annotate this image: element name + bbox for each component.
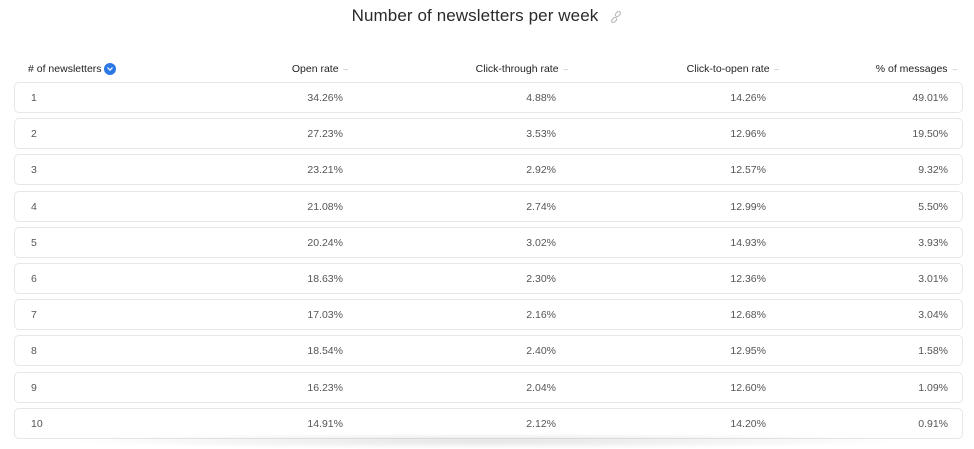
table-row[interactable]: 4 21.08% 2.74% 12.99% 5.50% <box>14 190 963 222</box>
cell-click-through-rate: 2.74% <box>526 200 556 213</box>
cell-click-to-open-rate: 12.60% <box>730 381 766 394</box>
sort-caret-icon: – <box>563 64 568 74</box>
table-row[interactable]: 5 20.24% 3.02% 14.93% 3.93% <box>14 226 963 258</box>
cell-pct-messages: 3.01% <box>918 273 948 285</box>
header-click-to-open-rate[interactable]: Click-to-open rate – <box>687 63 779 75</box>
cell-newsletters: 4 <box>31 200 37 213</box>
cell-open-rate: 16.23% <box>307 381 343 394</box>
cell-newsletters: 9 <box>31 381 37 394</box>
table-row[interactable]: 1 34.26% 4.88% 14.26% 49.01% <box>14 82 963 113</box>
cell-click-through-rate: 2.04% <box>526 381 556 394</box>
cell-newsletters: 10 <box>31 417 43 430</box>
cell-click-to-open-rate: 12.68% <box>730 309 766 322</box>
cell-click-to-open-rate: 12.96% <box>730 128 766 141</box>
sort-desc-badge-icon[interactable] <box>103 63 116 75</box>
header-label: Click-through rate <box>475 63 559 75</box>
cell-pct-messages: 0.91% <box>918 417 948 430</box>
cell-click-to-open-rate: 14.93% <box>730 236 766 249</box>
sort-caret-icon: – <box>952 64 957 74</box>
cell-newsletters: 1 <box>31 92 37 104</box>
bottom-shadow <box>60 433 914 449</box>
cell-open-rate: 18.63% <box>307 273 343 285</box>
header-newsletters[interactable]: # of newsletters <box>28 63 116 75</box>
cell-newsletters: 8 <box>31 345 37 358</box>
cell-click-to-open-rate: 12.36% <box>730 273 766 285</box>
cell-click-through-rate: 3.02% <box>526 236 556 249</box>
chart-title: Number of newsletters per week <box>351 6 599 25</box>
cell-open-rate: 17.03% <box>307 309 343 322</box>
cell-newsletters: 6 <box>31 273 37 285</box>
cell-click-through-rate: 2.40% <box>526 345 556 358</box>
cell-pct-messages: 19.50% <box>912 128 948 141</box>
table-row[interactable]: 3 23.21% 2.92% 12.57% 9.32% <box>14 154 963 186</box>
sort-caret-icon: – <box>774 64 779 74</box>
table-row[interactable]: 2 27.23% 3.53% 12.96% 19.50% <box>14 118 963 150</box>
cell-open-rate: 21.08% <box>307 200 343 213</box>
cell-click-to-open-rate: 12.99% <box>730 200 766 213</box>
table-row[interactable]: 6 18.63% 2.30% 12.36% 3.01% <box>14 263 963 294</box>
header-label: % of messages <box>875 63 948 75</box>
header-pct-messages[interactable]: % of messages – <box>876 63 957 75</box>
header-click-through-rate[interactable]: Click-through rate – <box>476 63 568 75</box>
cell-pct-messages: 49.01% <box>912 92 948 104</box>
cell-click-to-open-rate: 12.95% <box>730 345 766 358</box>
cell-pct-messages: 3.93% <box>918 236 948 249</box>
cell-click-to-open-rate: 12.57% <box>730 164 766 177</box>
cell-click-through-rate: 2.30% <box>526 273 556 285</box>
cell-click-through-rate: 3.53% <box>526 128 556 141</box>
cell-newsletters: 5 <box>31 236 37 249</box>
cell-open-rate: 34.26% <box>307 92 343 104</box>
sort-caret-icon: – <box>343 64 348 74</box>
cell-pct-messages: 1.58% <box>918 345 948 358</box>
cell-click-through-rate: 2.92% <box>526 164 556 177</box>
table-row[interactable]: 8 18.54% 2.40% 12.95% 1.58% <box>14 335 963 367</box>
cell-newsletters: 2 <box>31 128 37 141</box>
header-label: # of newsletters <box>28 63 102 75</box>
table-header: # of newsletters Open rate – Click-throu… <box>14 60 963 80</box>
header-open-rate[interactable]: Open rate – <box>292 63 348 75</box>
cell-click-to-open-rate: 14.26% <box>730 92 766 104</box>
cell-newsletters: 3 <box>31 164 37 177</box>
cell-click-to-open-rate: 14.20% <box>730 417 766 430</box>
cell-click-through-rate: 2.12% <box>526 417 556 430</box>
cell-newsletters: 7 <box>31 309 37 322</box>
cell-open-rate: 23.21% <box>307 164 343 177</box>
link-icon[interactable] <box>610 10 622 24</box>
cell-pct-messages: 1.09% <box>918 381 948 394</box>
cell-pct-messages: 9.32% <box>918 164 948 177</box>
cell-click-through-rate: 4.88% <box>526 92 556 104</box>
cell-open-rate: 14.91% <box>307 417 343 430</box>
cell-open-rate: 18.54% <box>307 345 343 358</box>
table-row[interactable]: 9 16.23% 2.04% 12.60% 1.09% <box>14 371 963 403</box>
cell-open-rate: 20.24% <box>307 236 343 249</box>
table-row[interactable]: 10 14.91% 2.12% 14.20% 0.91% <box>14 407 963 439</box>
chart-title-row: Number of newsletters per week <box>0 5 974 27</box>
cell-pct-messages: 3.04% <box>918 309 948 322</box>
cell-open-rate: 27.23% <box>307 128 343 141</box>
header-label: Click-to-open rate <box>686 63 770 75</box>
cell-pct-messages: 5.50% <box>918 200 948 213</box>
table-row[interactable]: 7 17.03% 2.16% 12.68% 3.04% <box>14 299 963 331</box>
header-label: Open rate <box>291 63 339 75</box>
cell-click-through-rate: 2.16% <box>526 309 556 322</box>
